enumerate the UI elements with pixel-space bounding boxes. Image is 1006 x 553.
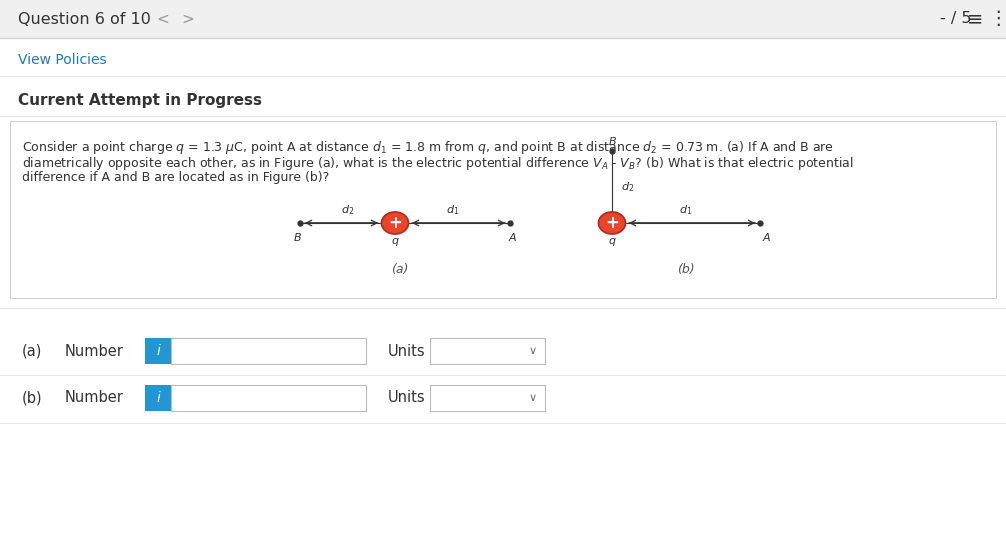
Text: i: i	[156, 391, 160, 405]
Text: Units: Units	[388, 390, 426, 405]
Text: +: +	[388, 214, 402, 232]
Text: B: B	[610, 137, 617, 147]
Text: B: B	[294, 233, 302, 243]
Text: diametrically opposite each other, as in Figure (a), what is the electric potent: diametrically opposite each other, as in…	[22, 155, 854, 172]
Text: - / 5: - / 5	[940, 12, 972, 27]
Bar	[171, 338, 366, 364]
Text: q: q	[609, 236, 616, 246]
Ellipse shape	[381, 212, 408, 234]
Text: Current Attempt in Progress: Current Attempt in Progress	[18, 92, 262, 107]
Text: i: i	[156, 344, 160, 358]
Text: +: +	[605, 214, 619, 232]
Bar	[145, 338, 171, 364]
Text: (a): (a)	[391, 263, 408, 276]
Bar	[430, 385, 545, 411]
Text: Question 6 of 10: Question 6 of 10	[18, 12, 151, 27]
Text: <: <	[157, 12, 169, 27]
Text: $d_1$: $d_1$	[446, 203, 459, 217]
Text: Units: Units	[388, 343, 426, 358]
Text: Number: Number	[65, 343, 124, 358]
Text: ∨: ∨	[529, 393, 537, 403]
Text: A: A	[508, 233, 516, 243]
Ellipse shape	[599, 212, 626, 234]
Text: Consider a point charge $q$ = 1.3 $\mu$C, point A at distance $d_1$ = 1.8 m from: Consider a point charge $q$ = 1.3 $\mu$C…	[22, 139, 834, 156]
Bar	[0, 0, 1006, 38]
Text: $d_2$: $d_2$	[341, 203, 354, 217]
Bar	[145, 385, 171, 411]
Bar	[10, 121, 996, 298]
Text: A: A	[763, 233, 771, 243]
Text: $d_1$: $d_1$	[679, 203, 693, 217]
Text: View Policies: View Policies	[18, 53, 107, 67]
Bar	[430, 338, 545, 364]
Text: ≡: ≡	[967, 9, 983, 29]
Text: $d_2$: $d_2$	[621, 180, 634, 194]
Text: q: q	[391, 236, 398, 246]
Text: (a): (a)	[22, 343, 42, 358]
Text: ∨: ∨	[529, 346, 537, 356]
Text: ⋮: ⋮	[988, 9, 1006, 29]
Text: (b): (b)	[22, 390, 42, 405]
Text: >: >	[182, 12, 194, 27]
Bar	[171, 385, 366, 411]
Text: Number: Number	[65, 390, 124, 405]
Text: (b): (b)	[677, 263, 695, 276]
Text: difference if A and B are located as in Figure (b)?: difference if A and B are located as in …	[22, 171, 329, 184]
